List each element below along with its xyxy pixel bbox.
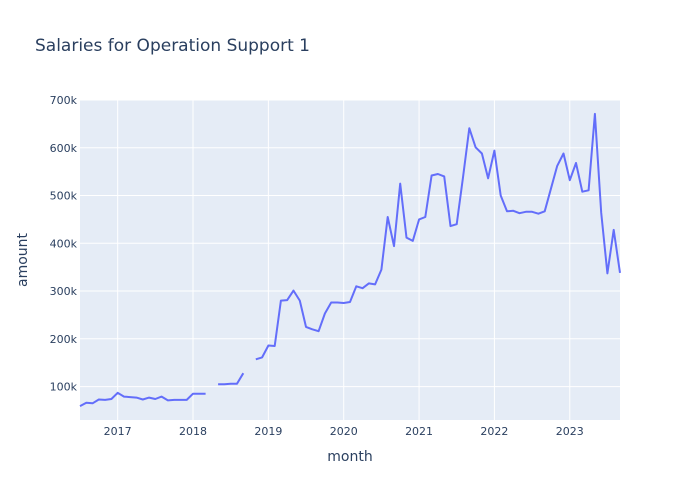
x-tick-label: 2018 [179, 425, 207, 438]
y-tick-label: 700k [50, 94, 78, 107]
x-tick-label: 2019 [254, 425, 282, 438]
y-axis-title: amount [15, 232, 31, 287]
x-tick-label: 2023 [556, 425, 584, 438]
x-axis-title: month [327, 449, 372, 465]
x-tick-label: 2022 [480, 425, 508, 438]
y-tick-label: 500k [50, 190, 78, 203]
x-tick-label: 2017 [104, 425, 132, 438]
y-tick-label: 400k [50, 237, 78, 250]
y-tick-label: 200k [50, 333, 78, 346]
chart-title: Salaries for Operation Support 1 [35, 36, 310, 56]
grid-lines [80, 99, 620, 420]
series-lines [79, 112, 621, 407]
y-tick-label: 300k [50, 285, 78, 298]
tick-labels: 100k 200k 300k 400k 500k 600k 700k 2017 2018 2019… [50, 94, 584, 438]
y-tick-label: 100k [50, 381, 78, 394]
y-tick-label: 600k [50, 142, 78, 155]
plot-area [80, 100, 620, 420]
series-line [79, 112, 621, 407]
x-tick-label: 2020 [330, 425, 358, 438]
x-tick-label: 2021 [405, 425, 433, 438]
